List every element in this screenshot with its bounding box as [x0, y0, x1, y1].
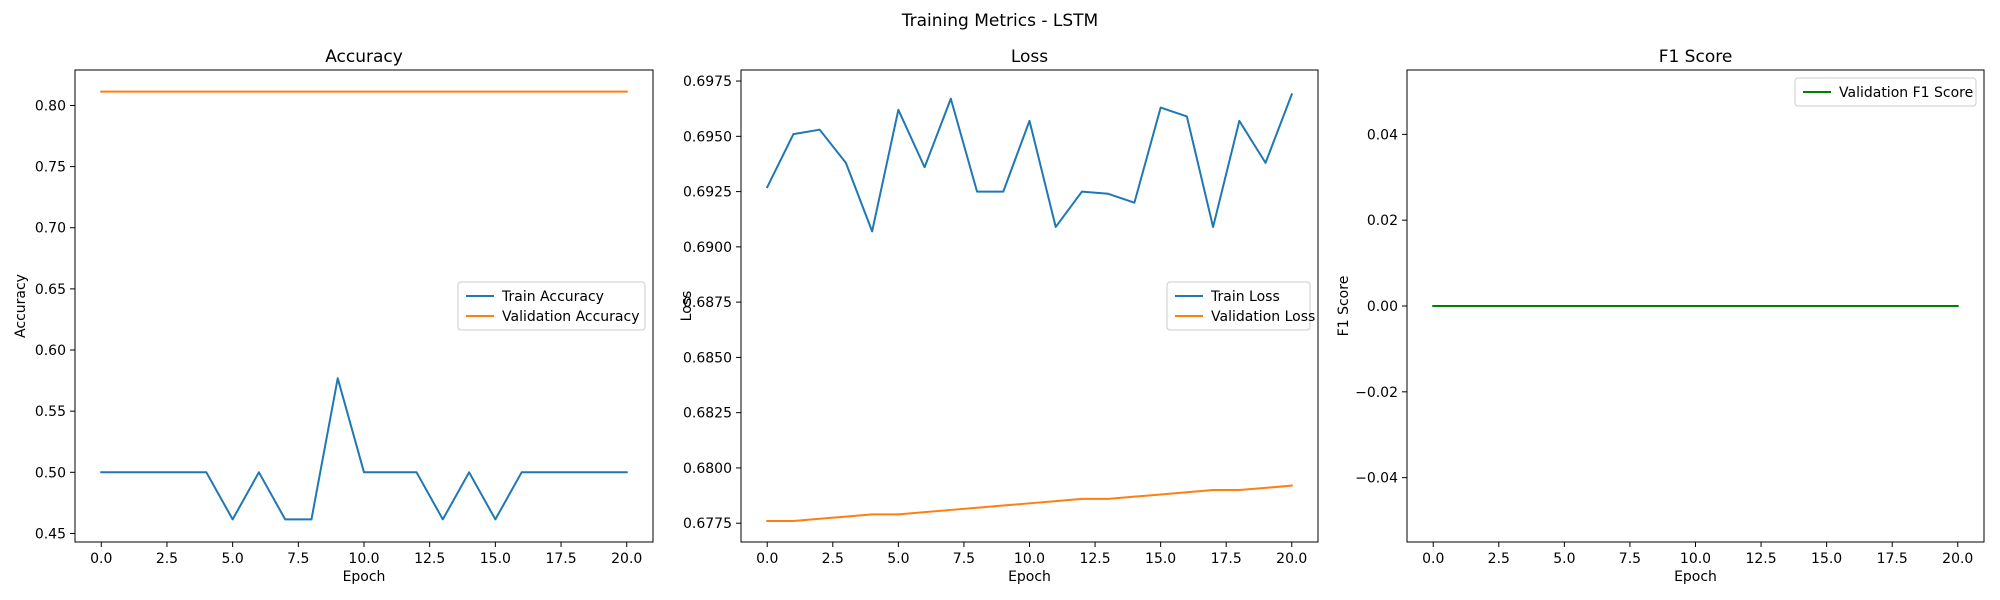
y-tick-label: 0.45: [35, 526, 66, 542]
legend-box: [457, 281, 646, 331]
chart-panel-2: 0.0 2.5 5.0 7.5 10.0 12.5 15.0 17.5 20.0 0.6775 0.…: [679, 47, 1319, 585]
y-tick-label: 0.60: [35, 343, 66, 359]
y-tick-label: 0.6950: [683, 129, 732, 145]
y-tick-label: −0.02: [1355, 385, 1398, 401]
series-line-train-loss: [765, 93, 1294, 233]
y-tick-label: 0.00: [1367, 299, 1398, 315]
y-tick-label: 0.6850: [683, 350, 732, 366]
y-tick-label: 0.50: [35, 465, 66, 481]
series-line-validation-loss: [766, 484, 1293, 522]
x-tick-label: 15.0: [480, 551, 511, 567]
chart-panel-3: 0.0 2.5 5.0 7.5 10.0 12.5 15.0 17.5 20.0 −0.04 −0.…: [1336, 47, 1985, 585]
legend-box: [1166, 281, 1311, 331]
x-tick-label: 0.0: [756, 551, 778, 567]
x-tick-label: 20.0: [1276, 551, 1307, 567]
y-axis-label: Loss: [679, 291, 695, 322]
x-tick-label: 7.5: [287, 551, 309, 567]
legend: Train Loss Validation Loss: [1166, 281, 1315, 331]
x-tick-label: 17.5: [1211, 551, 1242, 567]
x-tick-label: 20.0: [1942, 551, 1973, 567]
legend-label: Train Accuracy: [501, 289, 604, 305]
x-tick-label: 0.0: [1422, 551, 1444, 567]
x-tick-label: 10.0: [1014, 551, 1045, 567]
y-tick-label: −0.04: [1355, 471, 1398, 487]
x-tick-label: 20.0: [611, 551, 642, 567]
figure-title: Training Metrics - LSTM: [901, 11, 1098, 31]
y-tick-label: 0.6975: [683, 74, 732, 90]
legend-label: Validation Loss: [1211, 309, 1315, 325]
y-axis-label: F1 Score: [1336, 276, 1352, 337]
y-tick-label: 0.6775: [683, 516, 732, 532]
y-tick-label: 0.04: [1367, 127, 1398, 143]
x-tick-label: 17.5: [545, 551, 576, 567]
y-tick-label: 0.6925: [683, 185, 732, 201]
chart-title: F1 Score: [1659, 47, 1733, 67]
x-tick-label: 5.0: [1553, 551, 1575, 567]
legend: Validation F1 Score: [1794, 77, 1977, 107]
x-axis-label: Epoch: [1008, 569, 1051, 585]
x-tick-label: 5.0: [222, 551, 244, 567]
x-tick-label: 10.0: [1680, 551, 1711, 567]
x-tick-label: 7.5: [953, 551, 975, 567]
chart-panel-1: 0.0 2.5 5.0 7.5 10.0 12.5 15.0 17.5 20.0 0.45 0.50…: [13, 47, 654, 585]
series-line-train-accuracy: [100, 377, 628, 521]
y-axis-label: Accuracy: [13, 274, 29, 338]
x-axis-label: Epoch: [1674, 569, 1717, 585]
y-tick-label: 0.6900: [683, 240, 732, 256]
chart-title: Loss: [1011, 47, 1048, 67]
y-tick-label: 0.02: [1367, 213, 1398, 229]
y-tick-label: 0.70: [35, 221, 66, 237]
legend-label: Validation Accuracy: [502, 309, 640, 325]
x-tick-label: 10.0: [348, 551, 379, 567]
x-tick-label: 12.5: [1745, 551, 1776, 567]
y-tick-label: 0.6800: [683, 461, 732, 477]
y-tick-label: 0.55: [35, 404, 66, 420]
x-tick-label: 2.5: [1488, 551, 1510, 567]
x-tick-label: 7.5: [1619, 551, 1641, 567]
legend-box: [1794, 77, 1977, 107]
x-tick-label: 2.5: [822, 551, 844, 567]
chart-title: Accuracy: [325, 47, 403, 67]
y-tick-label: 0.80: [35, 98, 66, 114]
y-tick-label: 0.6875: [683, 295, 732, 311]
x-tick-label: 15.0: [1811, 551, 1842, 567]
x-tick-label: 17.5: [1877, 551, 1908, 567]
y-tick-label: 0.75: [35, 160, 66, 176]
legend-label: Train Loss: [1210, 289, 1280, 305]
x-tick-label: 0.0: [90, 551, 112, 567]
x-axis-label: Epoch: [343, 569, 386, 585]
x-tick-label: 5.0: [887, 551, 909, 567]
legend-label: Validation F1 Score: [1839, 85, 1973, 101]
x-tick-label: 15.0: [1145, 551, 1176, 567]
legend: Train Accuracy Validation Accuracy: [457, 281, 646, 331]
x-tick-label: 12.5: [1079, 551, 1110, 567]
y-tick-label: 0.65: [35, 282, 66, 298]
x-tick-label: 2.5: [156, 551, 178, 567]
x-tick-label: 12.5: [414, 551, 445, 567]
y-tick-label: 0.6825: [683, 406, 732, 422]
